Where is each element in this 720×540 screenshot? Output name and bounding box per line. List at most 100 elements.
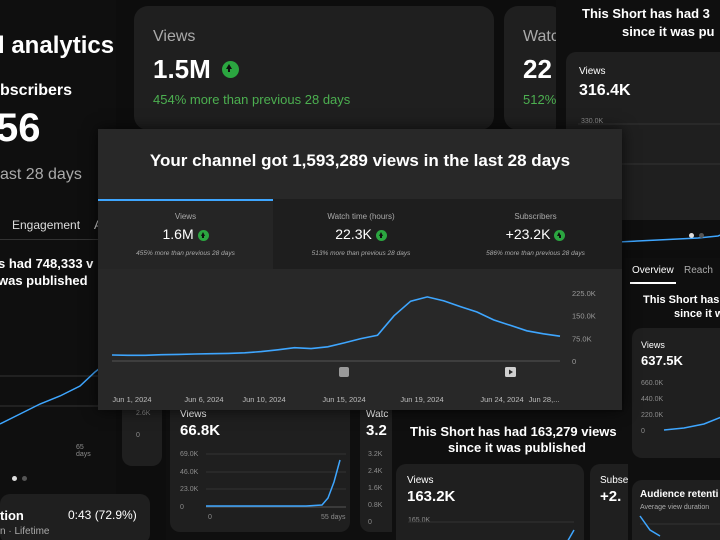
analytics-title: l analytics	[0, 32, 115, 59]
right-mid-views-card[interactable]: Views 637.5K 660.0K 440.0K 220.0K 0	[632, 328, 720, 458]
right-top-views-label: Views	[579, 66, 606, 77]
short-67k-y-1: 46.0K	[180, 469, 199, 476]
x-tick-label: Jun 28,...	[529, 395, 560, 404]
subscribers-value: 56	[0, 106, 41, 150]
metric-watch-label: Watch time (hours)	[327, 212, 395, 221]
retention-card: tion 0:43 (72.9%) n · Lifetime	[0, 494, 150, 540]
tab-reach[interactable]: Reach	[684, 265, 713, 276]
period-label: ast 28 days	[0, 166, 82, 183]
top-watch-label: Watc	[523, 28, 559, 45]
x-tick-label: Jun 6, 2024	[184, 395, 223, 404]
right-short-mid: Overview Reach This Short has since it w…	[624, 258, 720, 540]
y-tick-label: 0	[572, 357, 576, 366]
side-y-2: 1.6K	[368, 485, 383, 492]
metric-subs-delta: 586% more than previous 28 days	[486, 250, 585, 257]
right-mid-title2: since it w	[674, 308, 720, 320]
metric-subs-value: +23.2K	[505, 226, 551, 242]
metric-tab-views[interactable]: Views 1.6M 455% more than previous 28 da…	[98, 199, 273, 269]
carousel-dot[interactable]	[699, 233, 704, 238]
short-163k-title2: since it was published	[448, 440, 586, 455]
trend-up-icon	[375, 229, 387, 241]
metric-tab-subscribers[interactable]: Subscribers +23.2K 586% more than previo…	[449, 199, 622, 269]
metric-watch-value: 22.3K	[335, 226, 372, 242]
tab-overview-underline	[630, 282, 676, 284]
metric-watch-delta: 513% more than previous 28 days	[311, 250, 411, 257]
retention-sub: n · Lifetime	[0, 526, 50, 537]
right-mid-views-value: 637.5K	[641, 353, 683, 368]
top-views-label: Views	[153, 28, 196, 45]
short-163k-chart	[408, 521, 575, 540]
top-watch-delta: 512%	[523, 92, 557, 107]
top-watch-card[interactable]: Watc 22 512%	[504, 6, 564, 130]
metric-subs-row: +23.2K	[449, 226, 622, 242]
y-tick-label: 75.0K	[572, 334, 592, 343]
short-67k-views-value: 66.8K	[180, 422, 221, 439]
x-tick-label: Jun 19, 2024	[400, 395, 443, 404]
right-mid-y-1: 440.0K	[641, 396, 664, 403]
x-tick-label: Jun 1, 2024	[112, 395, 151, 404]
audience-retention-card[interactable]: Audience retenti Average view duration	[632, 480, 720, 540]
right-top-views-value: 316.4K	[579, 82, 631, 99]
video-marker-icon	[505, 367, 516, 377]
short-67k-side-card[interactable]: Watc 3.2 3.2K 2.4K 1.6K 0.8K 0	[360, 400, 392, 532]
short-67k-x-start: 0	[208, 514, 212, 521]
short-67k-x-end: 55 days	[321, 514, 346, 521]
short-67k-views-label: Views	[180, 409, 207, 420]
side-y-0: 3.2K	[368, 451, 383, 458]
short-163k-panel: This Short has had 163,279 views since i…	[392, 412, 628, 540]
short-163k-side-label: Subse	[600, 475, 628, 486]
right-mid-chart	[663, 416, 720, 431]
right-top-title1: This Short has had 3	[582, 6, 710, 21]
short-67k-chart	[206, 453, 346, 508]
short-title-line2: was published	[0, 273, 88, 288]
bg-tabs: Engagement A	[0, 208, 100, 240]
x-tick-label: Jun 15, 2024	[322, 395, 365, 404]
metric-views-row: 1.6M	[98, 226, 273, 242]
bg-short-748k: s had 748,333 v was published 65 days	[0, 246, 100, 466]
tab-overview[interactable]: Overview	[632, 265, 674, 276]
short-67k-panel: Views 66.8K 69.0K 46.0K 23.0K 0 0 55 day…	[166, 400, 392, 540]
carousel-dots-left	[12, 476, 32, 482]
short-163k-views-value: 163.2K	[407, 488, 456, 505]
short-67k-side-label: Watc	[366, 409, 389, 420]
tab-next[interactable]: A	[94, 218, 100, 232]
short-163k-title1: This Short has had 163,279 views	[410, 424, 617, 439]
side-y-1: 2.4K	[368, 468, 383, 475]
retention-chart	[639, 515, 720, 537]
metric-watch-row: 22.3K	[274, 226, 448, 242]
metric-tabs: Views 1.6M 455% more than previous 28 da…	[98, 199, 622, 269]
side-y-4: 0	[368, 519, 372, 526]
short-163k-views-card[interactable]: Views 163.2K 165.0K	[396, 464, 584, 540]
retention-value: 0:43 (72.9%)	[68, 508, 137, 522]
right-mid-views-label: Views	[641, 340, 665, 350]
short-67k-y-2: 23.0K	[180, 486, 199, 493]
retention-label: tion	[0, 508, 24, 523]
carousel-dot[interactable]	[22, 476, 27, 481]
top-views-delta: 454% more than previous 28 days	[153, 92, 351, 107]
carousel-dot-active[interactable]	[12, 476, 17, 481]
short-67k-y-3: 0	[180, 504, 184, 511]
upload-marker-icon	[339, 367, 349, 377]
top-views-value: 1.5M	[153, 54, 211, 84]
short-67k-views-card[interactable]: Views 66.8K 69.0K 46.0K 23.0K 0 0 55 day…	[170, 400, 350, 532]
trend-up-icon	[554, 229, 566, 241]
short-748k-chart	[0, 367, 100, 425]
short-163k-views-label: Views	[407, 475, 434, 486]
metric-views-delta: 455% more than previous 28 days	[136, 250, 235, 257]
tab-engagement[interactable]: Engagement	[12, 218, 81, 232]
short-67k-y-0: 69.0K	[180, 451, 199, 458]
x-tick-label: Jun 24, 2024	[480, 395, 523, 404]
right-top-title2: since it was pu	[622, 24, 715, 39]
subscribers-label: bscribers	[0, 82, 73, 99]
short-163k-side-value: +2.	[600, 488, 622, 505]
metric-tab-watch-time[interactable]: Watch time (hours) 22.3K 513% more than …	[274, 199, 448, 269]
carousel-dot-active[interactable]	[689, 233, 694, 238]
x-tick-label: Jun 10, 2024	[242, 395, 285, 404]
y-tick-label: 150.0K	[572, 312, 596, 321]
retention-subtitle: Average view duration	[640, 504, 710, 511]
short-163k-y-top: 165.0K	[408, 517, 431, 524]
trend-up-icon	[222, 61, 239, 78]
short-163k-side-card[interactable]: Subse +2.	[590, 464, 628, 540]
right-mid-title1: This Short has	[643, 294, 720, 306]
top-views-card[interactable]: Views 1.5M 454% more than previous 28 da…	[134, 6, 494, 130]
